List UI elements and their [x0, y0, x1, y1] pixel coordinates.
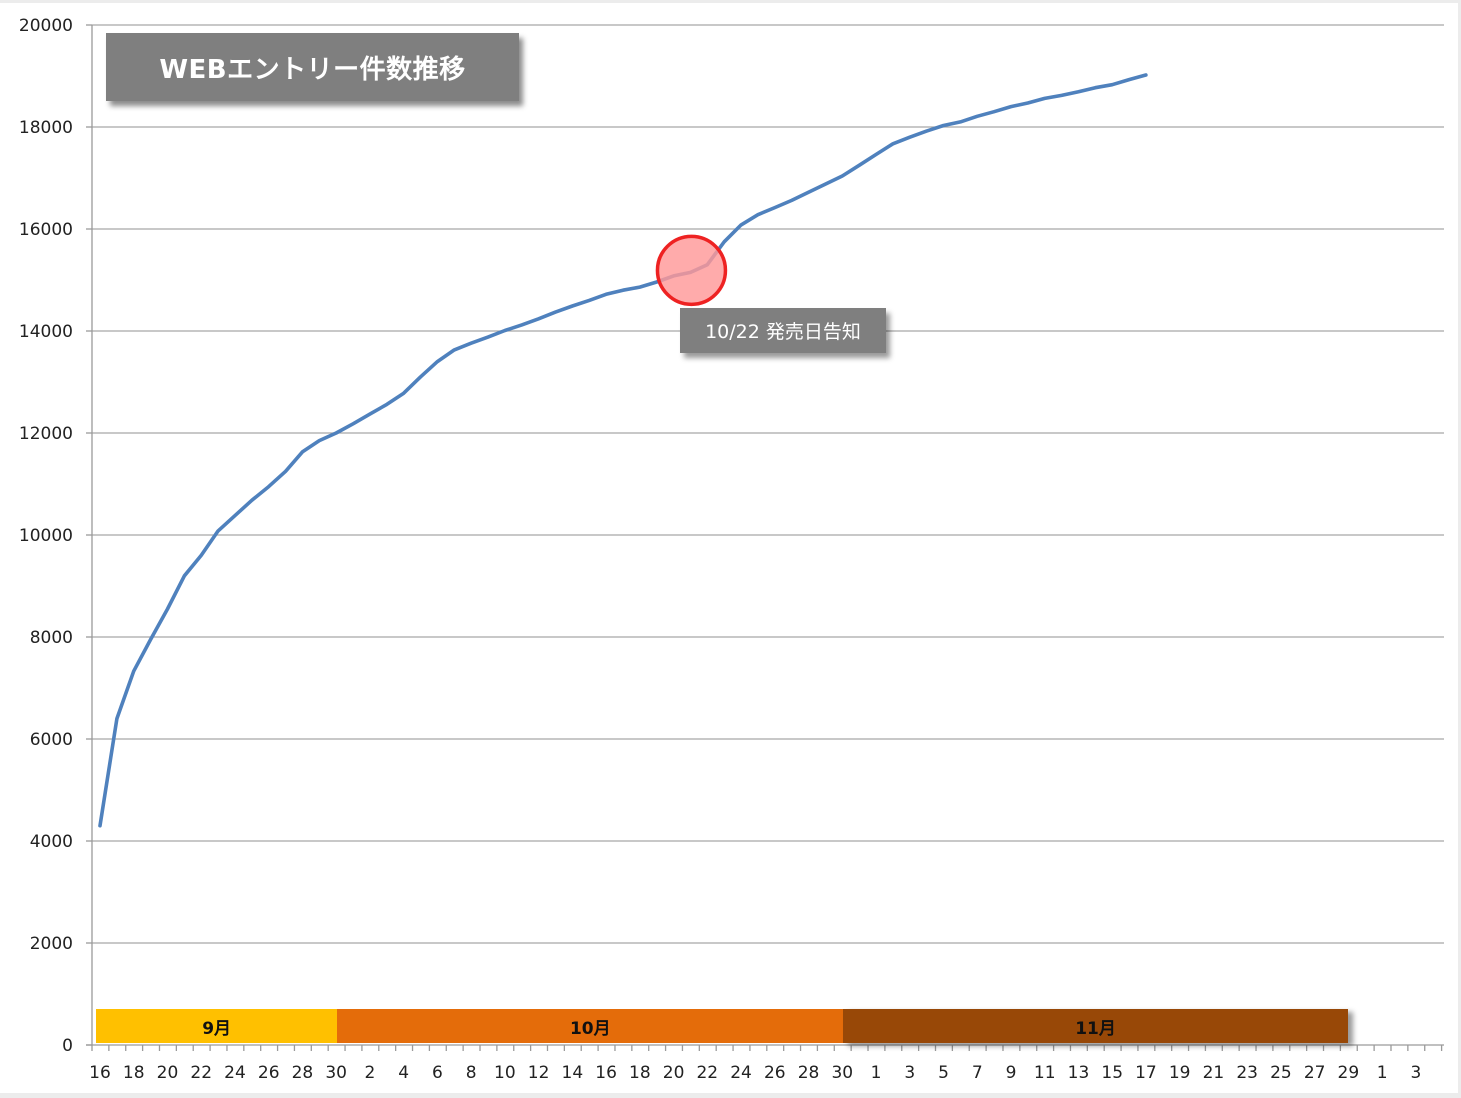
x-tick-label: 26 — [258, 1063, 280, 1083]
chart-title-text: WEBエントリー件数推移 — [159, 54, 466, 85]
month-band: 11月 — [843, 1009, 1348, 1043]
series-polyline — [98, 73, 1148, 828]
x-tick-label: 14 — [562, 1063, 584, 1083]
series-line — [98, 73, 1148, 828]
chart-title: WEBエントリー件数推移 — [106, 33, 519, 101]
chart-frame — [0, 3, 1458, 1093]
x-tick-label: 1 — [871, 1063, 882, 1083]
x-axis: 16 18 20 22 24 26 28 30 2 4 6 8 10 12 14 16 18 20 22 24 26 28… — [86, 1044, 1444, 1083]
y-tick-label: 20000 — [19, 16, 73, 36]
x-tick-label: 18 — [123, 1063, 145, 1083]
x-tick-label: 20 — [663, 1063, 685, 1083]
gridlines — [92, 24, 1444, 944]
y-tick-label: 16000 — [19, 220, 73, 240]
x-tick-label: 22 — [190, 1063, 212, 1083]
y-tick-label: 12000 — [19, 424, 73, 444]
x-tick-label: 25 — [1270, 1063, 1292, 1083]
y-tick-label: 6000 — [30, 730, 73, 750]
x-tick-label: 23 — [1236, 1063, 1258, 1083]
month-band-label: 9月 — [202, 1018, 232, 1039]
x-tick-label: 2 — [365, 1063, 376, 1083]
x-tick-label: 15 — [1101, 1063, 1123, 1083]
x-tick-label: 19 — [1169, 1063, 1191, 1083]
x-tick-label: 28 — [292, 1063, 314, 1083]
x-tick-label: 1 — [1377, 1063, 1388, 1083]
month-band-label: 10月 — [569, 1018, 611, 1039]
x-tick-label: 3 — [1410, 1063, 1421, 1083]
y-tick-label: 18000 — [19, 118, 73, 138]
y-axis: 0 2000 4000 6000 8000 10000 12000 14000 16000 180… — [19, 16, 93, 1056]
x-tick-label: 5 — [938, 1063, 949, 1083]
y-tick-label: 2000 — [30, 934, 73, 954]
x-tick-label: 18 — [629, 1063, 651, 1083]
x-tick-label: 22 — [696, 1063, 718, 1083]
annotation-marker — [655, 234, 728, 307]
annotation-text: 10/22 発売日告知 — [705, 321, 861, 343]
x-tick-label: 11 — [1034, 1063, 1056, 1083]
x-tick-label: 24 — [730, 1063, 752, 1083]
highlight-circle-icon — [655, 234, 728, 307]
x-tick-label: 27 — [1304, 1063, 1326, 1083]
x-tick-label: 8 — [466, 1063, 477, 1083]
x-tick-label: 6 — [432, 1063, 443, 1083]
y-tick-label: 14000 — [19, 322, 73, 342]
x-tick-label: 26 — [764, 1063, 786, 1083]
x-tick-label: 28 — [798, 1063, 820, 1083]
x-tick-label: 29 — [1338, 1063, 1360, 1083]
x-tick-label: 20 — [157, 1063, 179, 1083]
annotation-callout: 10/22 発売日告知 — [680, 308, 886, 353]
x-tick-label: 16 — [595, 1063, 617, 1083]
y-tick-label: 10000 — [19, 526, 73, 546]
x-tick-label: 12 — [528, 1063, 550, 1083]
x-tick-label: 7 — [972, 1063, 983, 1083]
x-tick-label: 10 — [494, 1063, 516, 1083]
x-tick-label: 21 — [1203, 1063, 1225, 1083]
y-tick-label: 0 — [62, 1036, 73, 1056]
month-band: 10月 — [337, 1009, 844, 1043]
x-tick-label: 13 — [1068, 1063, 1090, 1083]
x-tick-label: 3 — [904, 1063, 915, 1083]
month-band: 9月 — [96, 1009, 338, 1043]
month-band-label: 11月 — [1075, 1018, 1116, 1039]
x-tick-label: 24 — [224, 1063, 246, 1083]
y-tick-label: 4000 — [30, 832, 73, 852]
y-tick-label: 8000 — [30, 628, 73, 648]
x-tick-label: 9 — [1006, 1063, 1017, 1083]
x-tick-label: 4 — [398, 1063, 409, 1083]
x-tick-label: 17 — [1135, 1063, 1157, 1083]
x-tick-label: 30 — [831, 1063, 853, 1083]
x-tick-label: 16 — [89, 1063, 111, 1083]
x-tick-label: 30 — [325, 1063, 347, 1083]
